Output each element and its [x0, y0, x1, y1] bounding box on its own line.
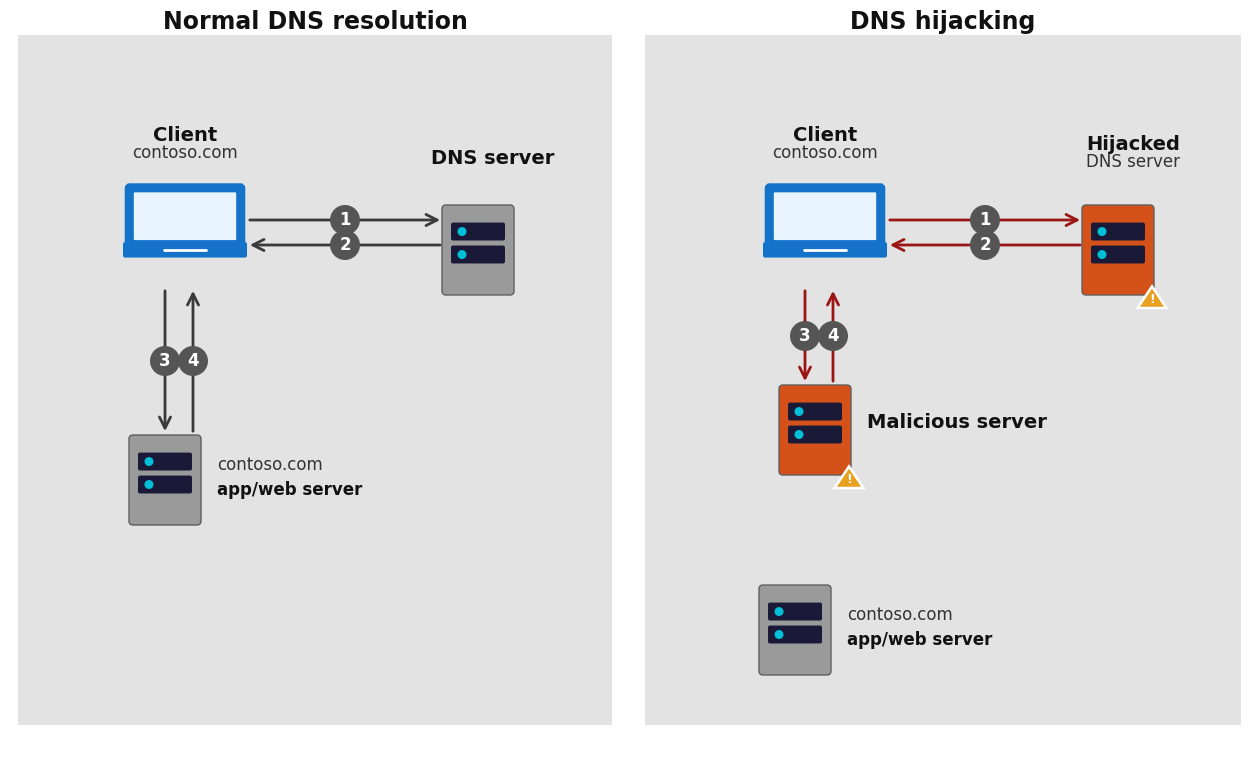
Polygon shape — [835, 467, 864, 488]
Text: 4: 4 — [188, 352, 199, 370]
Circle shape — [774, 607, 783, 616]
Text: 2: 2 — [980, 236, 991, 254]
FancyBboxPatch shape — [1092, 223, 1144, 240]
FancyBboxPatch shape — [767, 186, 884, 247]
Text: 3: 3 — [159, 352, 171, 370]
Circle shape — [1098, 250, 1107, 259]
FancyBboxPatch shape — [788, 403, 842, 420]
FancyBboxPatch shape — [759, 585, 831, 675]
Text: !: ! — [846, 474, 852, 487]
Text: Hijacked: Hijacked — [1087, 135, 1180, 154]
Circle shape — [794, 407, 803, 416]
FancyBboxPatch shape — [1092, 246, 1144, 263]
Text: 4: 4 — [827, 327, 838, 345]
Circle shape — [150, 346, 180, 376]
FancyBboxPatch shape — [127, 186, 243, 247]
Circle shape — [818, 321, 849, 351]
FancyBboxPatch shape — [18, 35, 612, 725]
FancyBboxPatch shape — [788, 426, 842, 444]
Circle shape — [457, 227, 467, 236]
Text: DNS hijacking: DNS hijacking — [850, 10, 1036, 34]
Text: Client: Client — [793, 126, 857, 145]
Circle shape — [774, 630, 783, 639]
FancyBboxPatch shape — [138, 453, 193, 470]
FancyBboxPatch shape — [442, 205, 514, 295]
Text: contoso.com: contoso.com — [772, 144, 878, 162]
FancyBboxPatch shape — [763, 242, 888, 258]
Text: Malicious server: Malicious server — [867, 413, 1047, 431]
Circle shape — [145, 480, 154, 489]
Text: !: ! — [1149, 293, 1155, 306]
Circle shape — [789, 321, 820, 351]
Circle shape — [178, 346, 208, 376]
Text: Client: Client — [152, 126, 217, 145]
FancyBboxPatch shape — [123, 242, 247, 258]
Text: app/web server: app/web server — [217, 481, 363, 499]
Text: DNS server: DNS server — [432, 149, 555, 168]
Text: app/web server: app/web server — [847, 631, 992, 649]
FancyBboxPatch shape — [779, 385, 851, 475]
FancyBboxPatch shape — [768, 625, 822, 644]
FancyBboxPatch shape — [138, 476, 193, 494]
Text: 1: 1 — [339, 211, 351, 229]
FancyBboxPatch shape — [451, 246, 505, 263]
FancyBboxPatch shape — [133, 192, 237, 240]
Circle shape — [330, 205, 360, 235]
FancyBboxPatch shape — [451, 223, 505, 240]
Text: 3: 3 — [799, 327, 811, 345]
Text: contoso.com: contoso.com — [217, 456, 322, 474]
FancyBboxPatch shape — [645, 35, 1241, 725]
Text: 2: 2 — [339, 236, 351, 254]
FancyBboxPatch shape — [128, 435, 201, 525]
Circle shape — [969, 205, 1000, 235]
Text: contoso.com: contoso.com — [847, 606, 953, 624]
Text: DNS server: DNS server — [1087, 153, 1180, 171]
Circle shape — [330, 230, 360, 260]
FancyBboxPatch shape — [768, 603, 822, 621]
Text: Normal DNS resolution: Normal DNS resolution — [162, 10, 467, 34]
Circle shape — [145, 457, 154, 466]
Circle shape — [1098, 227, 1107, 236]
Circle shape — [457, 250, 467, 259]
Circle shape — [969, 230, 1000, 260]
Circle shape — [794, 430, 803, 439]
Polygon shape — [1138, 286, 1166, 308]
FancyBboxPatch shape — [1081, 205, 1155, 295]
FancyBboxPatch shape — [774, 192, 876, 240]
Text: contoso.com: contoso.com — [132, 144, 238, 162]
Text: 1: 1 — [980, 211, 991, 229]
